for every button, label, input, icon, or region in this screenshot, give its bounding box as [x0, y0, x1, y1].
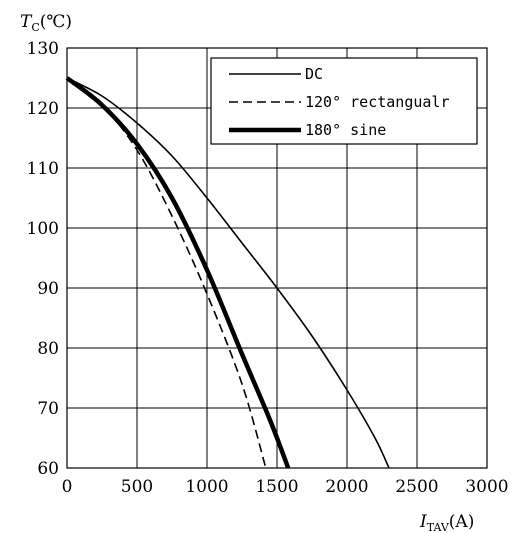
- x-tick-label-3: 1500: [255, 477, 298, 497]
- plot-frame: [66, 47, 488, 469]
- y-axis-symbol: T: [20, 12, 33, 32]
- x-tick-label-0: 0: [62, 477, 73, 497]
- y-tick-label-6: 120: [27, 99, 59, 119]
- legend-label-120-rect: 120° rectangualr: [305, 93, 450, 111]
- series-line-2: [65, 76, 291, 469]
- tick-labels: 0 500 1000 1500 2000 2500 3000 60 70 80 90 100 110 12…: [27, 39, 509, 497]
- x-axis-unit: (A): [449, 512, 475, 532]
- x-axis-label: ITAV(A): [419, 512, 474, 533]
- x-axis-subscript: TAV: [427, 521, 450, 533]
- x-tick-label-6: 3000: [465, 477, 508, 497]
- y-axis-unit: (℃): [40, 12, 72, 32]
- series-layer: [65, 76, 390, 469]
- series-line-0: [66, 77, 390, 469]
- y-axis-subscript: C: [31, 21, 39, 34]
- y-axis-label: TC(℃): [20, 12, 72, 34]
- y-tick-label-3: 90: [37, 279, 59, 299]
- y-tick-label-7: 130: [27, 39, 59, 59]
- x-axis-symbol: I: [419, 512, 427, 532]
- y-tick-label-2: 80: [37, 339, 59, 359]
- x-tick-label-2: 1000: [185, 477, 228, 497]
- legend-label-dc: DC: [305, 65, 323, 83]
- legend-label-180-sine: 180° sine: [305, 121, 386, 139]
- x-tick-label-5: 2500: [395, 477, 438, 497]
- legend: DC 120° rectangualr 180° sine: [210, 57, 478, 145]
- x-tick-label-1: 500: [121, 477, 153, 497]
- y-tick-label-1: 70: [37, 399, 59, 419]
- y-tick-label-5: 110: [27, 159, 59, 179]
- y-tick-label-4: 100: [27, 219, 59, 239]
- x-tick-label-4: 2000: [325, 477, 368, 497]
- y-tick-label-0: 60: [37, 459, 59, 479]
